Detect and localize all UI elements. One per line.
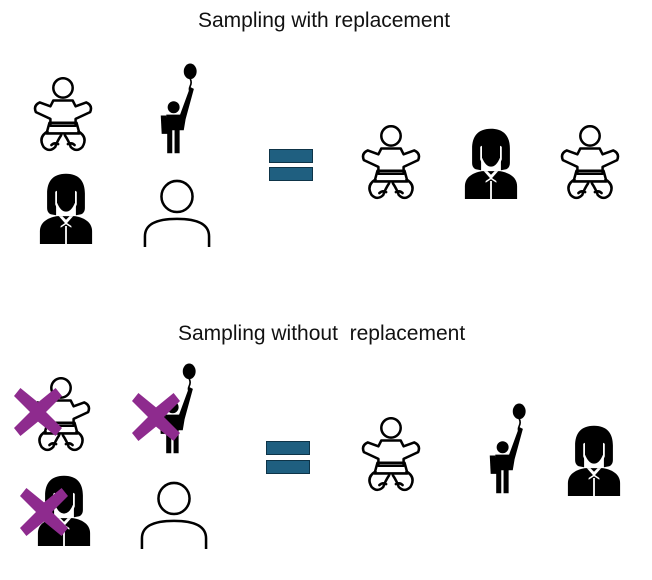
person-icon <box>143 178 211 248</box>
baby-icon <box>360 125 422 203</box>
woman-icon <box>566 424 622 496</box>
equals-icon-bottom-bar <box>269 167 313 181</box>
woman-icon <box>463 127 519 199</box>
equals-icon-bottom-bar <box>266 460 310 474</box>
equals-icon-top-bar <box>266 441 310 455</box>
section-title-without-replacement: Sampling without replacement <box>178 322 466 345</box>
cross-icon <box>20 487 68 537</box>
baby-icon <box>559 125 621 203</box>
cross-icon <box>132 392 180 442</box>
section-title-with-replacement: Sampling with replacement <box>198 9 451 32</box>
equals-icon-top-bar <box>269 149 313 163</box>
child-with-balloon-icon <box>487 403 533 497</box>
woman-icon <box>38 172 94 244</box>
cross-icon <box>14 387 62 437</box>
person-icon <box>140 480 208 550</box>
child-with-balloon-icon <box>158 63 204 157</box>
baby-icon <box>360 417 422 495</box>
baby-icon <box>32 77 94 155</box>
